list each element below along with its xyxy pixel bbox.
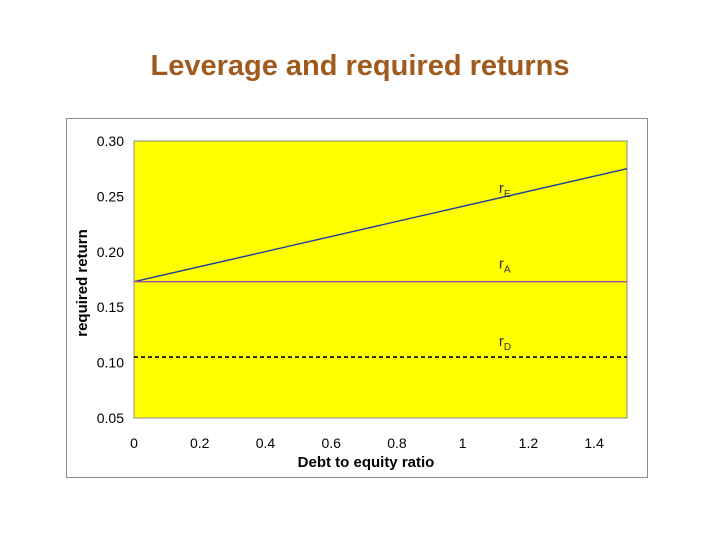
series-label-rA: rA	[499, 255, 511, 275]
y-axis-ticks: 0.30 0.25 0.20 0.15 0.10 0.05	[97, 133, 124, 426]
y-tick-label: 0.15	[97, 299, 124, 315]
series-label-subscript: E	[504, 189, 511, 200]
y-tick-label: 0.30	[97, 133, 124, 149]
y-axis-label: required return	[74, 229, 91, 337]
series-label-subscript: A	[504, 264, 511, 275]
plot-area	[133, 140, 628, 419]
series-label-rE: rE	[499, 180, 511, 200]
x-tick-label: 1.4	[584, 435, 604, 451]
x-tick-label: 0.8	[387, 435, 407, 451]
series-label-rD: rD	[499, 333, 511, 353]
series-label-main: r	[499, 333, 504, 350]
series-label-main: r	[499, 180, 504, 197]
series-label-subscript: D	[504, 342, 511, 353]
x-tick-label: 0.2	[190, 435, 210, 451]
slide-title: Leverage and required returns	[150, 50, 570, 82]
y-tick-label: 0.10	[97, 355, 124, 371]
y-tick-label: 0.20	[97, 244, 124, 260]
y-tick-label: 0.05	[97, 410, 124, 426]
x-axis-label: Debt to equity ratio	[298, 454, 435, 471]
x-axis-ticks: 0 0.2 0.4 0.6 0.8 1 1.2 1.4	[130, 435, 604, 451]
y-tick-label: 0.25	[97, 188, 124, 204]
series-lines	[133, 168, 628, 358]
x-tick-label: 1.2	[519, 435, 539, 451]
series-label-main: r	[499, 255, 504, 272]
series-line-rE	[133, 168, 628, 283]
x-tick-label: 0	[130, 435, 138, 451]
x-tick-label: 1	[459, 435, 467, 451]
x-tick-label: 0.4	[256, 435, 276, 451]
x-tick-label: 0.6	[321, 435, 341, 451]
